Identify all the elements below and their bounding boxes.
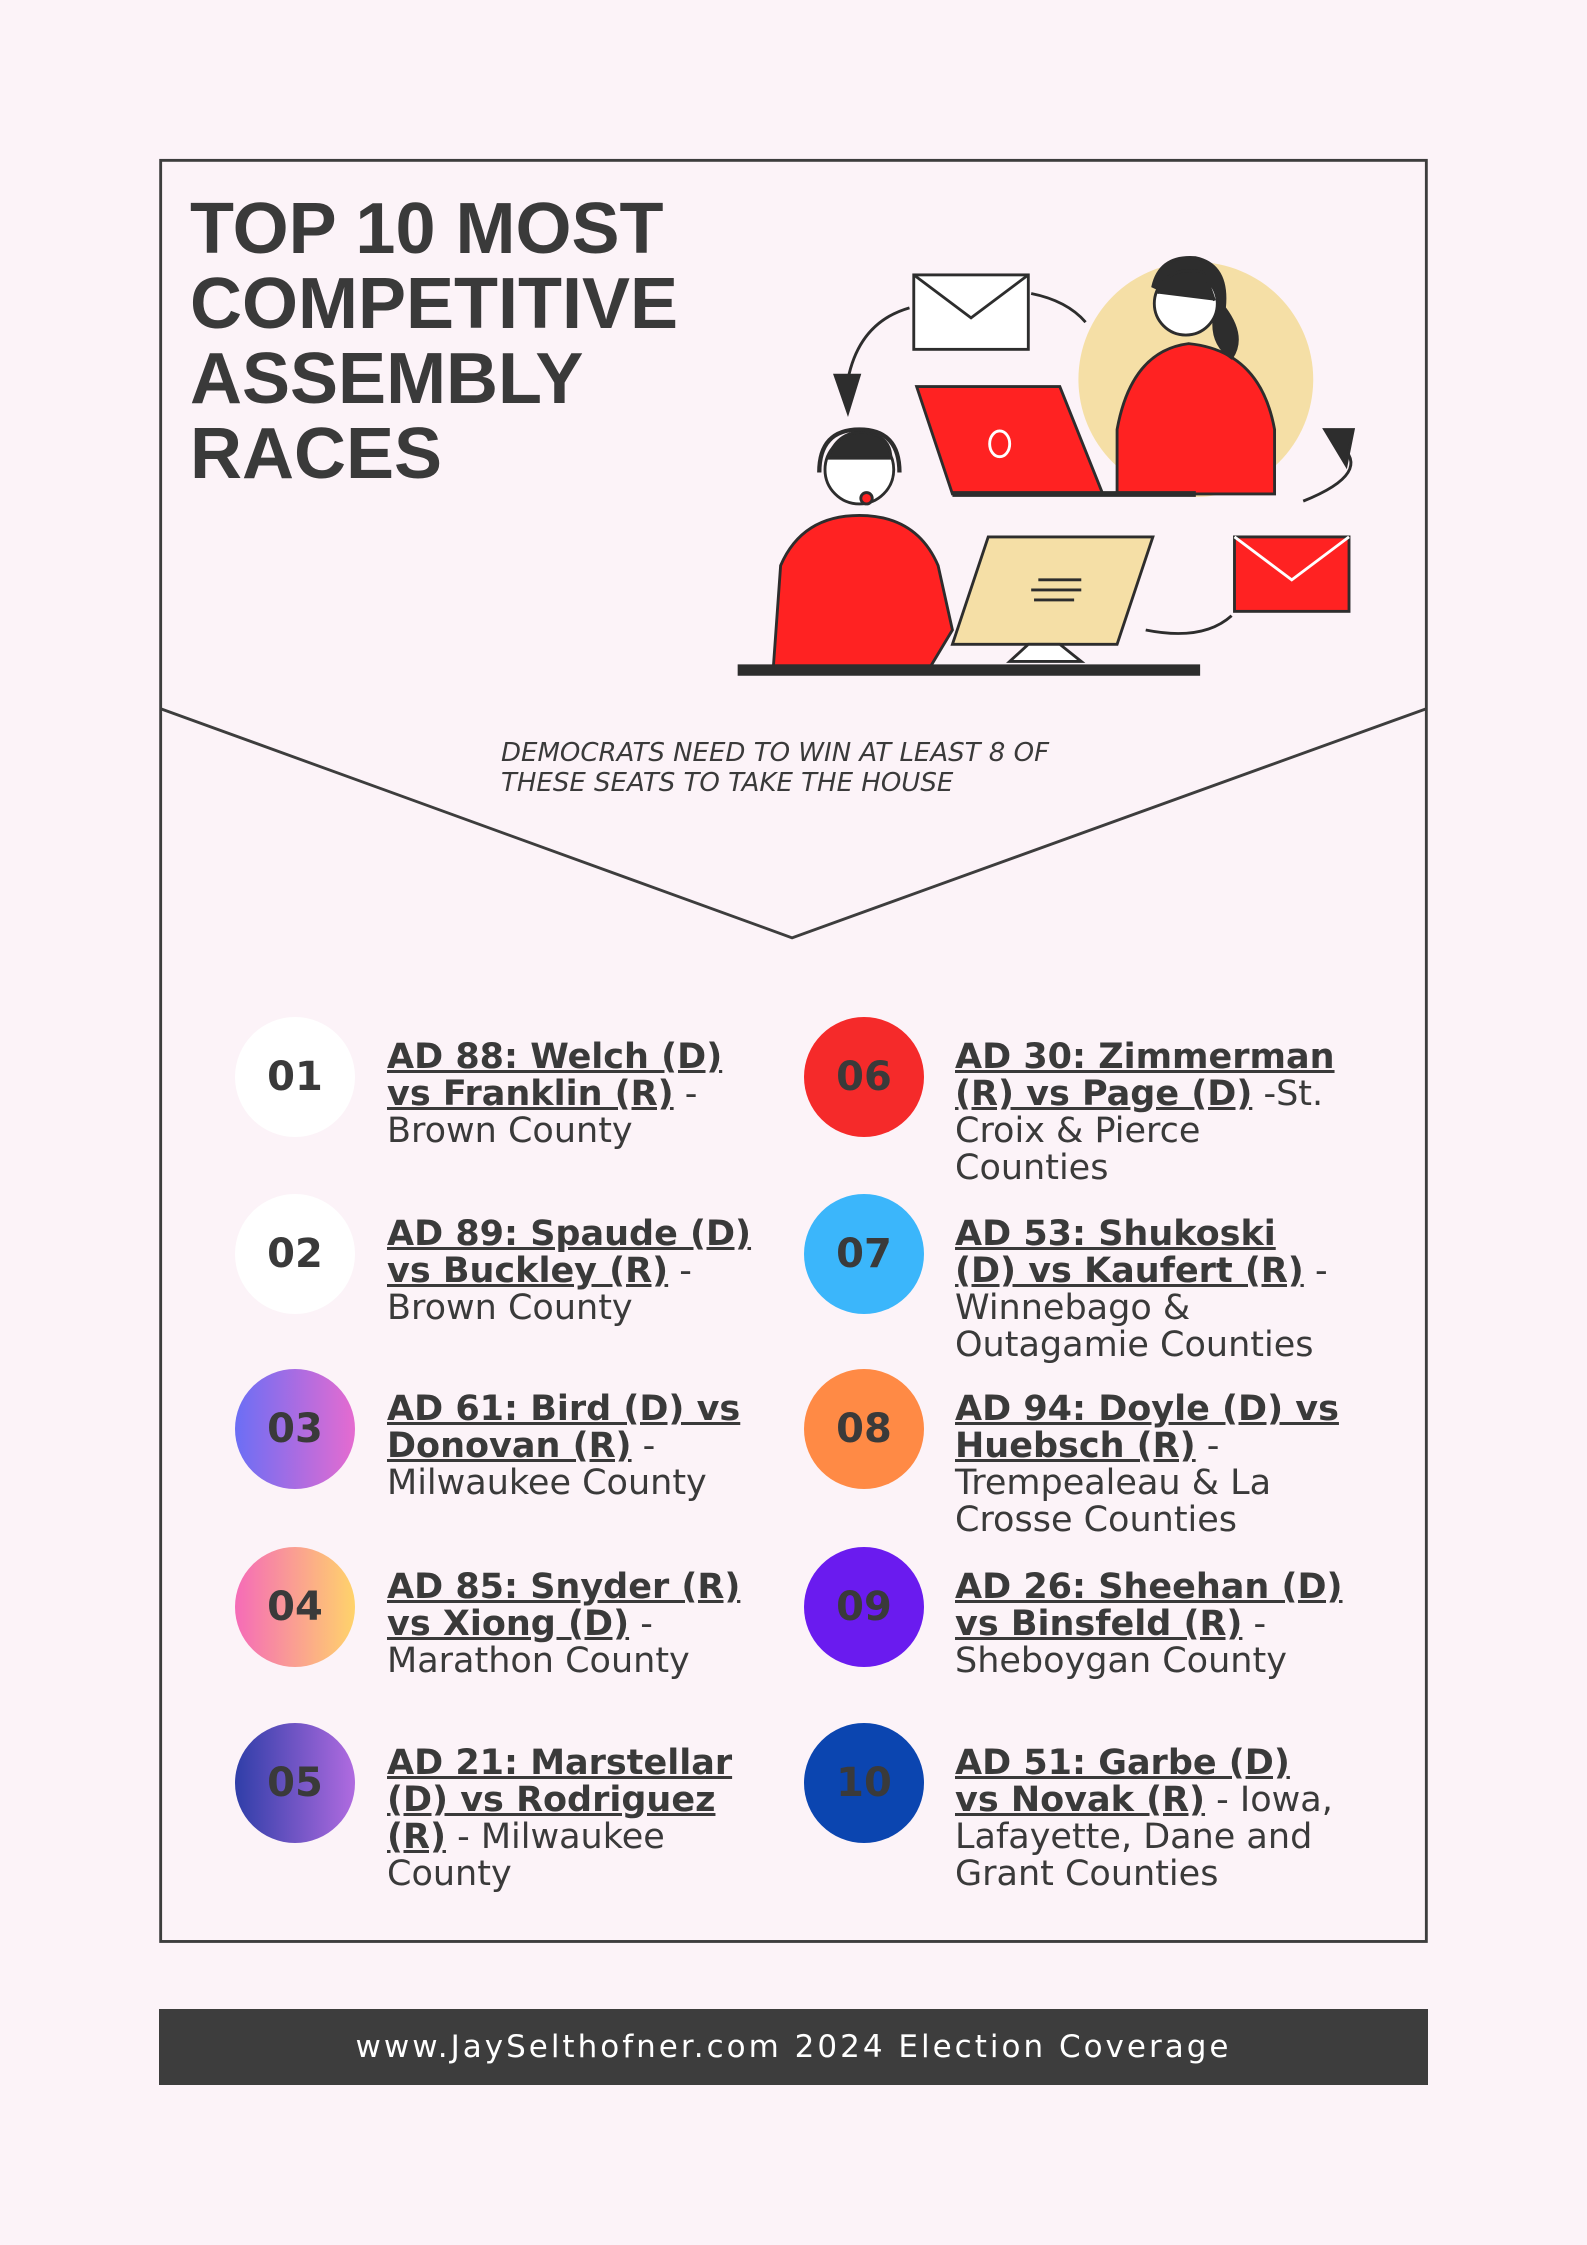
race-number: 04	[235, 1547, 355, 1667]
race-place: - Sheboygan County	[955, 1604, 1287, 1681]
chevron	[160, 707, 1427, 940]
race-number: 10	[804, 1723, 924, 1843]
race-item: AD 53: Shukoski (D) vs Kaufert (R) - Win…	[955, 1216, 1345, 1364]
race-name: AD 53: Shukoski (D) vs Kaufert (R)	[955, 1214, 1304, 1291]
race-number: 05	[235, 1723, 355, 1843]
race-place: - Milwaukee County	[387, 1426, 707, 1503]
race-name: AD 21: Marstellar (D) vs Rodriguez (R)	[387, 1743, 733, 1857]
footer: www.JaySelthofner.com 2024 Election Cove…	[159, 2009, 1428, 2085]
race-item: AD 85: Snyder (R) vs Xiong (D) - Maratho…	[387, 1569, 777, 1680]
race-item: AD 89: Spaude (D) vs Buckley (R) - Brown…	[387, 1216, 777, 1327]
race-number: 06	[804, 1017, 924, 1137]
race-number: 02	[235, 1194, 355, 1314]
race-place: - Marathon County	[387, 1604, 690, 1681]
race-item: AD 61: Bird (D) vs Donovan (R) - Milwauk…	[387, 1391, 777, 1502]
race-number: 09	[804, 1547, 924, 1667]
title: TOP 10 MOST COMPETITIVE ASSEMBLY RACES	[190, 189, 679, 494]
race-item: AD 88: Welch (D) vs Franklin (R) - Brown…	[387, 1039, 777, 1150]
frame	[159, 158, 1428, 1943]
race-name: AD 94: Doyle (D) vs Huebsch (R)	[955, 1389, 1339, 1466]
race-place: - Milwaukee County	[387, 1817, 665, 1894]
race-item: AD 94: Doyle (D) vs Huebsch (R) - Trempe…	[955, 1391, 1345, 1539]
race-place: - Brown County	[387, 1074, 698, 1151]
race-item: AD 51: Garbe (D) vs Novak (R) - Iowa, La…	[955, 1745, 1345, 1893]
race-number: 07	[804, 1194, 924, 1314]
race-place: -St. Croix & Pierce Counties	[955, 1074, 1324, 1188]
race-item: AD 21: Marstellar (D) vs Rodriguez (R) -…	[387, 1745, 777, 1893]
race-item: AD 26: Sheehan (D) vs Binsfeld (R) - She…	[955, 1569, 1345, 1680]
race-place: - Brown County	[387, 1251, 692, 1328]
race-number: 01	[235, 1017, 355, 1137]
race-name: AD 88: Welch (D) vs Franklin (R)	[387, 1037, 723, 1114]
subtitle: DEMOCRATS NEED TO WIN AT LEAST 8 OF THES…	[501, 738, 1050, 798]
race-place: - Trempealeau & La Crosse Counties	[955, 1426, 1272, 1540]
race-name: AD 61: Bird (D) vs Donovan (R)	[387, 1389, 741, 1466]
illustration	[737, 256, 1356, 676]
race-number: 03	[235, 1369, 355, 1489]
race-name: AD 89: Spaude (D) vs Buckley (R)	[387, 1214, 752, 1291]
race-name: AD 30: Zimmerman (R) vs Page (D)	[955, 1037, 1335, 1114]
race-place: - Iowa, Lafayette, Dane and Grant Counti…	[955, 1780, 1333, 1894]
race-name: AD 85: Snyder (R) vs Xiong (D)	[387, 1567, 741, 1644]
race-item: AD 30: Zimmerman (R) vs Page (D) -St. Cr…	[955, 1039, 1345, 1187]
race-place: - Winnebago & Outagamie Counties	[955, 1251, 1328, 1365]
race-name: AD 26: Sheehan (D) vs Binsfeld (R)	[955, 1567, 1343, 1644]
race-number: 08	[804, 1369, 924, 1489]
race-name: AD 51: Garbe (D) vs Novak (R)	[955, 1743, 1290, 1820]
